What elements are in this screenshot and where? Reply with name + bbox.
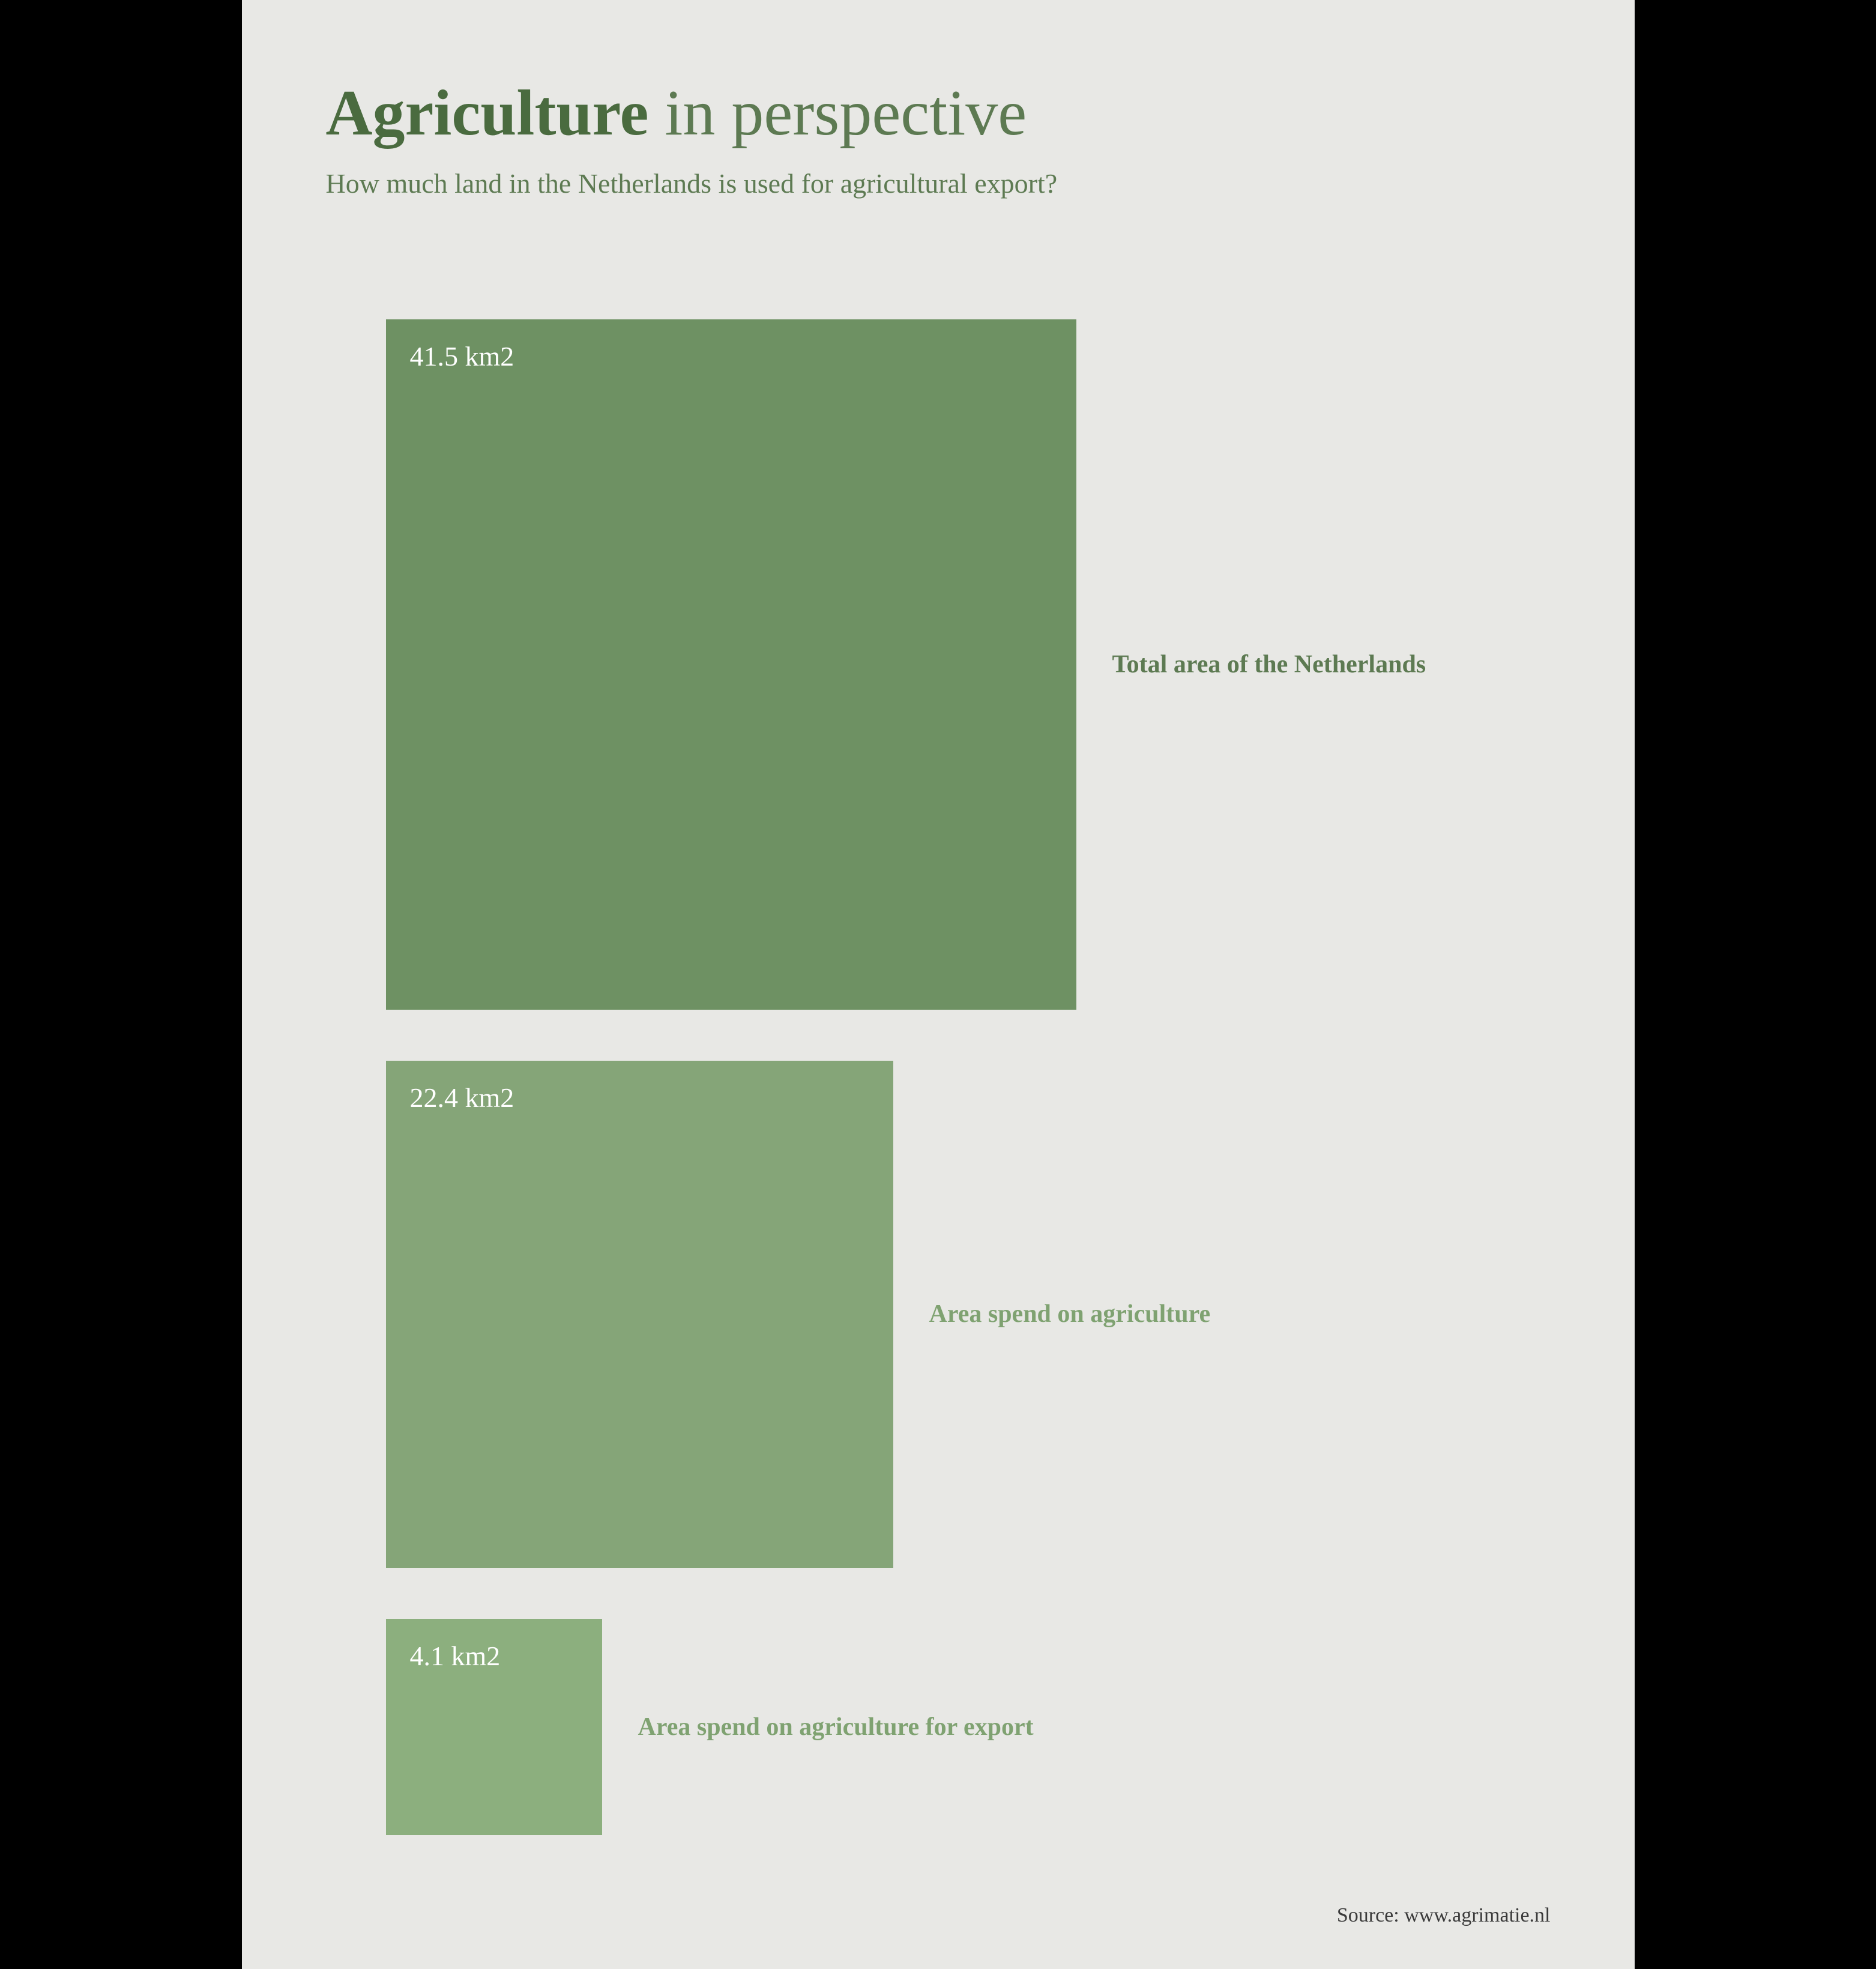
area-square-1: 22.4 km2: [386, 1061, 893, 1568]
area-square-2: 4.1 km2: [386, 1619, 602, 1835]
square-label-2: Area spend on agriculture for export: [638, 1713, 1034, 1741]
square-row-1: 22.4 km2 Area spend on agriculture: [386, 1061, 1551, 1568]
area-square-0: 41.5 km2: [386, 319, 1076, 1010]
square-value-1: 22.4 km2: [410, 1082, 514, 1114]
squares-container: 41.5 km2 Total area of the Netherlands 22.…: [326, 319, 1551, 1835]
square-label-1: Area spend on agriculture: [929, 1300, 1211, 1328]
square-label-0: Total area of the Netherlands: [1112, 650, 1426, 679]
title-light-part: in perspective: [648, 77, 1027, 149]
source-attribution: Source: www.agrimatie.nl: [1337, 1904, 1551, 1927]
subtitle: How much land in the Netherlands is used…: [326, 167, 1551, 199]
square-value-0: 41.5 km2: [410, 340, 514, 372]
title-bold-part: Agriculture: [326, 77, 649, 149]
square-value-2: 4.1 km2: [410, 1640, 501, 1672]
square-row-0: 41.5 km2 Total area of the Netherlands: [386, 319, 1551, 1010]
infographic-poster: Agriculture in perspective How much land…: [242, 0, 1635, 1969]
main-title: Agriculture in perspective: [326, 78, 1551, 149]
square-row-2: 4.1 km2 Area spend on agriculture for exp…: [386, 1619, 1551, 1835]
